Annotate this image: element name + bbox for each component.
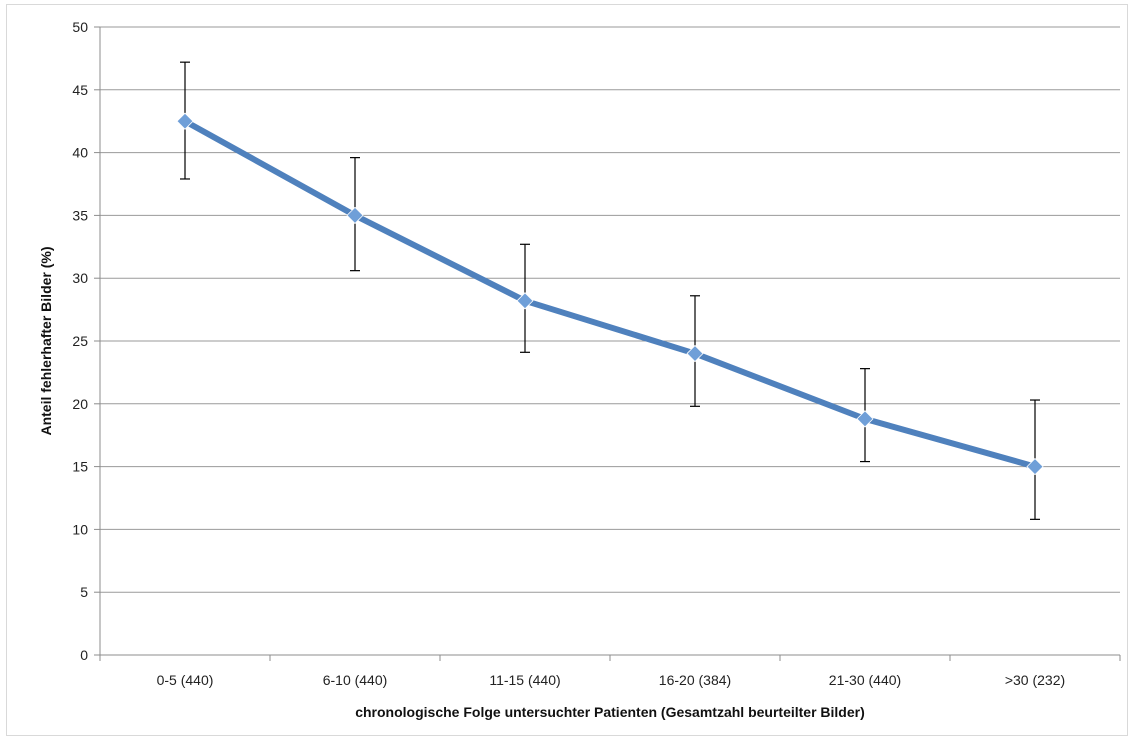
y-tick-label: 0 <box>80 647 88 663</box>
x-axis-title: chronologische Folge untersuchter Patien… <box>355 704 865 720</box>
x-tick-label: >30 (232) <box>1005 672 1065 688</box>
x-tick-label: 21-30 (440) <box>829 672 901 688</box>
data-point-marker <box>1026 458 1044 476</box>
y-tick-label: 10 <box>72 521 88 537</box>
data-point-marker <box>346 206 364 224</box>
y-tick-label: 45 <box>72 82 88 98</box>
gridlines <box>100 26 1120 593</box>
y-tick-label: 30 <box>72 270 88 286</box>
y-tick-label: 35 <box>72 207 88 223</box>
series <box>176 112 1044 476</box>
y-tick-label: 25 <box>72 333 88 349</box>
y-tick-labels: 0 5 10 15 20 25 30 35 40 45 50 <box>72 19 100 663</box>
series-line <box>182 118 1038 470</box>
data-point-marker <box>176 112 194 130</box>
y-tick-label: 5 <box>80 584 88 600</box>
x-tick-label: 0-5 (440) <box>157 672 214 688</box>
error-bars <box>180 61 1040 520</box>
y-axis-title: Anteil fehlerhafter Bilder (%) <box>38 246 54 435</box>
x-tick-label: 16-20 (384) <box>659 672 731 688</box>
x-tick-labels: 0-5 (440) 6-10 (440) 11-15 (440) 16-20 (384… <box>99 655 1121 688</box>
data-point-marker <box>856 410 874 428</box>
y-tick-label: 40 <box>72 145 88 161</box>
y-tick-label: 50 <box>72 19 88 35</box>
x-tick-label: 11-15 (440) <box>489 672 560 688</box>
y-tick-label: 15 <box>72 459 88 475</box>
x-tick-label: 6-10 (440) <box>323 672 388 688</box>
y-tick-label: 20 <box>72 396 88 412</box>
data-point-marker <box>516 292 534 310</box>
data-point-marker <box>686 344 704 363</box>
